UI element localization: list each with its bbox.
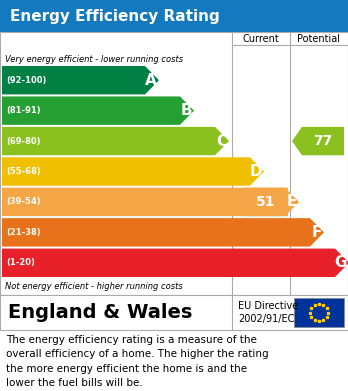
- Text: EU Directive
2002/91/EC: EU Directive 2002/91/EC: [238, 301, 298, 324]
- Polygon shape: [2, 66, 159, 95]
- Text: G: G: [334, 255, 347, 270]
- Polygon shape: [2, 218, 324, 247]
- Text: (81-91): (81-91): [6, 106, 41, 115]
- Polygon shape: [234, 188, 288, 216]
- Text: C: C: [216, 134, 227, 149]
- Text: (92-100): (92-100): [6, 76, 46, 85]
- Text: Very energy efficient - lower running costs: Very energy efficient - lower running co…: [5, 55, 183, 64]
- Bar: [294, 298, 344, 327]
- Bar: [0, 0, 348, 32]
- Text: The energy efficiency rating is a measure of the
overall efficiency of a home. T: The energy efficiency rating is a measur…: [6, 335, 269, 388]
- Text: 51: 51: [256, 195, 276, 209]
- Text: Current: Current: [243, 34, 279, 43]
- Bar: [0, 295, 348, 330]
- Text: B: B: [180, 103, 192, 118]
- Polygon shape: [2, 127, 229, 155]
- Text: A: A: [145, 73, 157, 88]
- Text: (1-20): (1-20): [6, 258, 35, 267]
- Polygon shape: [292, 127, 344, 155]
- Text: E: E: [287, 194, 297, 210]
- Text: (55-68): (55-68): [6, 167, 41, 176]
- Text: (69-80): (69-80): [6, 136, 40, 145]
- Text: D: D: [250, 164, 262, 179]
- Polygon shape: [2, 188, 299, 216]
- Text: (21-38): (21-38): [6, 228, 41, 237]
- Text: (39-54): (39-54): [6, 197, 41, 206]
- Text: 77: 77: [314, 134, 333, 148]
- Bar: [0, 32, 348, 295]
- Text: England & Wales: England & Wales: [8, 303, 192, 322]
- Polygon shape: [2, 157, 264, 186]
- Polygon shape: [2, 249, 348, 277]
- Polygon shape: [2, 97, 194, 125]
- Text: Potential: Potential: [298, 34, 340, 43]
- Text: Not energy efficient - higher running costs: Not energy efficient - higher running co…: [5, 282, 183, 291]
- Text: Energy Efficiency Rating: Energy Efficiency Rating: [10, 9, 220, 23]
- Text: F: F: [311, 225, 322, 240]
